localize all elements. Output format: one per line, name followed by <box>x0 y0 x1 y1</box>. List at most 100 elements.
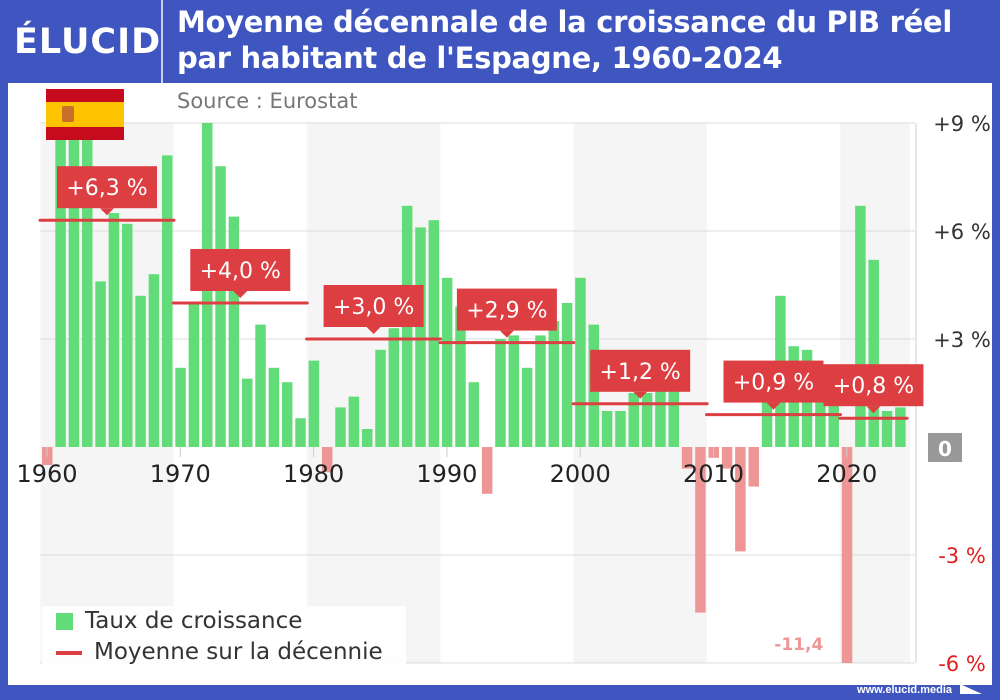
average-label-box <box>190 249 291 291</box>
bar-1978 <box>281 382 293 447</box>
bar-2009 <box>695 447 706 613</box>
y-tick-label: 0 <box>938 437 952 461</box>
bar-1981 <box>321 447 333 473</box>
bar-1973 <box>215 166 226 447</box>
y-tick-label: +9 % <box>933 112 991 136</box>
legend-label-growth: Taux de croissance <box>85 608 303 634</box>
bar-2004 <box>628 393 640 447</box>
y-tick-label: +6 % <box>933 220 991 244</box>
header-divider <box>161 0 163 83</box>
average-label-box <box>323 285 424 327</box>
bar-2022 <box>868 259 879 447</box>
average-label-pointer <box>99 208 114 216</box>
bar-1968 <box>148 274 160 447</box>
footer-url: www.elucid.media <box>857 684 952 696</box>
bar-1986 <box>388 328 400 447</box>
bar-1971 <box>188 303 200 447</box>
bar-1964 <box>95 281 106 447</box>
bar-2020 <box>841 447 853 663</box>
bar-1991 <box>455 306 466 447</box>
bar-2012 <box>735 447 746 552</box>
average-label-1970s: +4,0 % <box>200 259 281 284</box>
legend-label-average: Moyenne sur la décennie <box>94 639 383 665</box>
bar-1989 <box>428 220 440 447</box>
bar-1963 <box>81 133 93 448</box>
y-tick-label: -3 % <box>938 544 986 568</box>
spain-flag-stripe <box>46 102 124 127</box>
bar-1976 <box>255 324 266 447</box>
bar-2005 <box>641 393 653 447</box>
legend-item-growth: Taux de croissance <box>56 608 302 634</box>
bar-2000 <box>575 277 586 447</box>
source-note: Source : Eurostat <box>177 89 358 113</box>
bar-1990 <box>441 277 453 447</box>
bar-1999 <box>561 303 573 447</box>
bar-2013 <box>748 447 759 487</box>
y-tick-label: +3 % <box>933 328 991 352</box>
bar-1992 <box>468 382 480 447</box>
bar-1965 <box>108 213 120 447</box>
bar-1969 <box>161 155 173 447</box>
bar-2003 <box>615 411 626 447</box>
bar-1979 <box>295 418 306 447</box>
title-line-2: par habitant de l'Espagne, 1960-2024 <box>177 41 783 75</box>
x-tick-label: 1990 <box>416 460 477 488</box>
bar-1980 <box>308 360 320 447</box>
bar-2008 <box>681 447 693 469</box>
bar-1998 <box>548 321 560 447</box>
x-tick-label: 2010 <box>683 460 744 488</box>
elucid-mark-icon <box>960 684 982 694</box>
average-label-2020s: +0,8 % <box>833 374 914 399</box>
zero-label-box <box>928 433 962 462</box>
x-tick-label: 1980 <box>283 460 344 488</box>
x-tick-label: 1970 <box>150 460 211 488</box>
bar-1983 <box>348 396 360 447</box>
bar-2019 <box>828 403 839 447</box>
bar-1966 <box>121 223 133 447</box>
bar-1977 <box>268 367 280 447</box>
bar-1984 <box>361 429 373 447</box>
header: ÉLUCID Moyenne décennale de la croissanc… <box>0 0 1000 83</box>
bar-1997 <box>535 335 546 447</box>
bar-1985 <box>375 349 386 447</box>
y-tick-label: -6 % <box>938 652 986 676</box>
annotation-2020: -11,4 <box>774 635 823 655</box>
bar-1974 <box>228 216 240 447</box>
average-label-pointer <box>633 391 648 399</box>
bar-2011 <box>721 447 733 469</box>
average-label-box <box>823 364 924 407</box>
average-label-pointer <box>499 330 514 338</box>
bar-2006 <box>655 389 666 447</box>
average-label-pointer <box>233 291 248 298</box>
average-label-2010s: +0,9 % <box>733 371 814 396</box>
bar-1996 <box>521 367 533 447</box>
bar-2014 <box>761 400 773 447</box>
average-label-pointer <box>766 402 781 410</box>
bar-1962 <box>68 126 80 447</box>
average-label-2000s: +1,2 % <box>600 360 681 385</box>
legend-swatch-average <box>56 650 82 655</box>
bar-1993 <box>481 447 493 494</box>
average-label-box <box>723 360 824 403</box>
average-label-box <box>456 288 557 331</box>
bar-2024 <box>895 407 906 447</box>
chart-title: Moyenne décennale de la croissance du PI… <box>177 4 952 76</box>
bar-1967 <box>135 295 146 447</box>
x-tick-label: 2000 <box>550 460 611 488</box>
bar-1995 <box>508 335 520 447</box>
average-label-1990s: +2,9 % <box>466 299 547 324</box>
elucid-logo: ÉLUCID <box>14 22 162 62</box>
average-label-pointer <box>866 406 881 414</box>
legend-swatch-growth <box>56 613 73 630</box>
x-tick-label: 1960 <box>16 460 77 488</box>
bar-1961 <box>55 123 66 447</box>
average-label-pointer <box>366 327 381 334</box>
bar-2002 <box>601 411 613 447</box>
bar-1988 <box>415 227 426 447</box>
average-label-1960s: +6,3 % <box>66 176 147 201</box>
bar-1994 <box>495 339 506 447</box>
bar-2018 <box>815 400 826 447</box>
legend: Taux de croissance Moyenne sur la décenn… <box>42 606 406 668</box>
bar-1970 <box>175 367 186 447</box>
